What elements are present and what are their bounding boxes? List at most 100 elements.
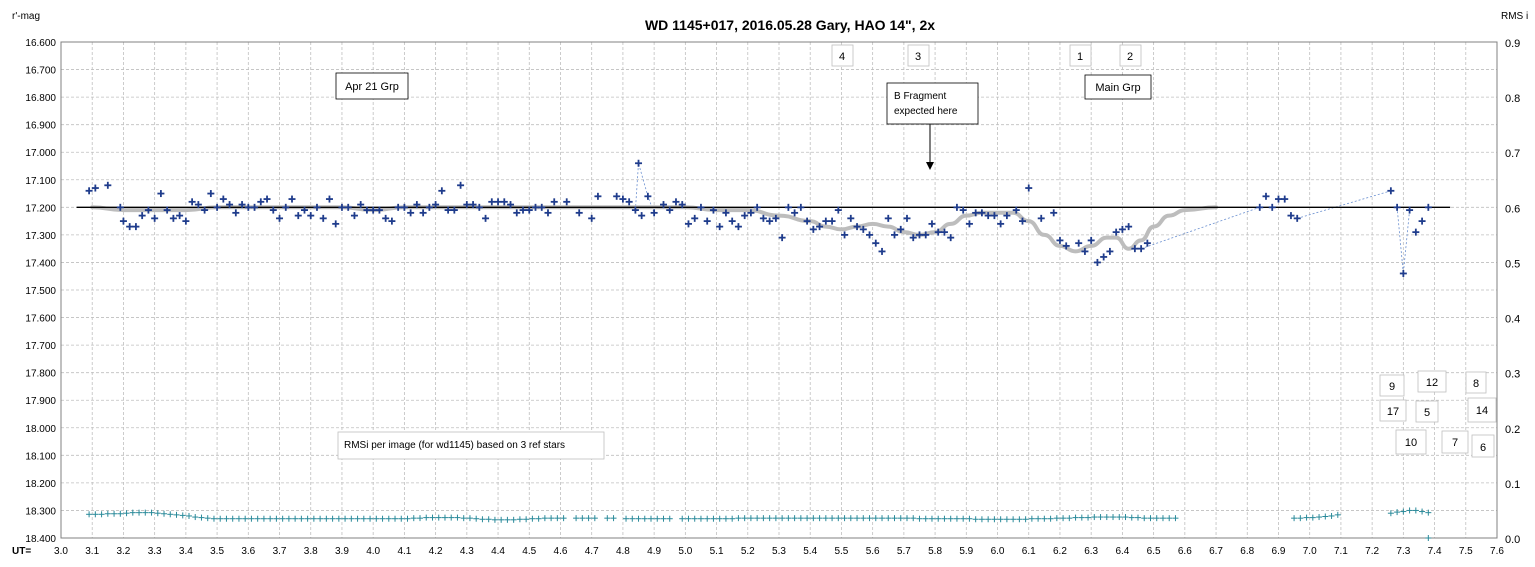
rms-point — [342, 515, 349, 522]
fragment-label-17: 17 — [1379, 399, 1407, 422]
rms-point — [479, 516, 486, 523]
y-left-tick-label: 16.900 — [25, 121, 56, 132]
rms-point — [292, 515, 299, 522]
magnitude-point — [984, 212, 992, 220]
rms-point — [198, 514, 205, 521]
dashed-connectors — [635, 163, 1410, 274]
svg-text:4: 4 — [839, 51, 845, 63]
y-right-tick-label: 0.1 — [1505, 479, 1520, 491]
rms-point — [685, 515, 692, 522]
rms-point — [1406, 507, 1413, 514]
magnitude-point — [1268, 203, 1276, 211]
rms-point — [523, 516, 530, 523]
rms-point — [666, 515, 673, 522]
rms-point — [504, 516, 511, 523]
magnitude-point — [357, 201, 365, 209]
x-tick-label: 5.2 — [741, 546, 755, 557]
magnitude-point — [635, 159, 643, 167]
magnitude-point — [188, 198, 196, 206]
fragment-label-14: 14 — [1467, 397, 1497, 423]
y-right-tick-label: 0.4 — [1505, 314, 1520, 326]
magnitude-point — [834, 206, 842, 214]
svg-text:12: 12 — [1426, 377, 1438, 389]
y-left-tick-label: 17.200 — [25, 203, 56, 214]
annotation-rmsi-text: RMSi per image (for wd1145) based on 3 r… — [344, 440, 565, 451]
rms-point — [985, 516, 992, 523]
magnitude-point — [797, 203, 805, 211]
magnitude-point — [1075, 239, 1083, 247]
magnitude-point — [219, 195, 227, 203]
fragment-label-2: 2 — [1119, 44, 1142, 67]
magnitude-point — [791, 209, 799, 217]
rms-point — [441, 514, 448, 521]
x-tick-label: 6.3 — [1084, 546, 1098, 557]
magnitude-point — [85, 187, 93, 195]
magnitude-point — [332, 220, 340, 228]
rms-point — [398, 515, 405, 522]
y-right-tick-label: 0.0 — [1505, 534, 1520, 546]
magnitude-point — [394, 203, 402, 211]
rms-point — [541, 515, 548, 522]
magnitude-point — [766, 217, 774, 225]
rms-point — [210, 515, 217, 522]
y-left-axis-label: r'-mag — [12, 11, 40, 22]
rms-point — [136, 509, 143, 516]
rms-point — [217, 515, 224, 522]
magnitude-point — [1081, 247, 1089, 255]
magnitude-point — [822, 217, 830, 225]
rms-point — [1147, 515, 1154, 522]
rms-point — [860, 515, 867, 522]
x-tick-label: 3.4 — [179, 546, 193, 557]
y-left-tick-label: 18.400 — [25, 534, 56, 545]
rms-point — [922, 515, 929, 522]
rms-point — [691, 515, 698, 522]
magnitude-point — [176, 212, 184, 220]
magnitude-point — [407, 209, 415, 217]
svg-text:3: 3 — [915, 51, 921, 63]
rms-point — [1122, 514, 1129, 521]
magnitude-point — [1256, 203, 1264, 211]
rms-point — [267, 515, 274, 522]
rms-point — [129, 509, 136, 516]
magnitude-point — [644, 192, 652, 200]
rms-point — [373, 515, 380, 522]
fragment-label-5: 5 — [1415, 400, 1439, 423]
rms-point — [498, 516, 505, 523]
magnitude-point — [978, 209, 986, 217]
rms-point — [885, 515, 892, 522]
rms-point — [585, 515, 592, 522]
rms-point — [86, 511, 93, 518]
magnitude-point — [650, 209, 658, 217]
magnitude-point — [288, 195, 296, 203]
magnitude-point — [500, 198, 508, 206]
rms-series — [86, 507, 1432, 541]
rms-point — [1334, 511, 1341, 518]
y-left-tick-label: 18.200 — [25, 479, 56, 490]
rms-point — [1303, 514, 1310, 521]
magnitude-point — [91, 184, 99, 192]
rms-point — [710, 515, 717, 522]
rms-point — [735, 515, 742, 522]
rms-point — [1066, 515, 1073, 522]
rms-point — [485, 516, 492, 523]
annotation-rmsi-note: RMSi per image (for wd1145) based on 3 r… — [337, 431, 605, 460]
magnitude-point — [119, 217, 127, 225]
magnitude-point — [194, 201, 202, 209]
rms-point — [791, 515, 798, 522]
rms-point — [1028, 515, 1035, 522]
magnitude-point — [625, 198, 633, 206]
rms-point — [1394, 509, 1401, 516]
rms-point — [741, 515, 748, 522]
magnitude-point — [915, 231, 923, 239]
magnitude-point — [741, 212, 749, 220]
magnitude-point — [419, 209, 427, 217]
magnitude-point — [144, 206, 152, 214]
magnitude-point — [872, 239, 880, 247]
rms-point — [204, 515, 211, 522]
rms-point — [167, 511, 174, 518]
rms-point — [1110, 514, 1117, 521]
magnitude-point — [772, 214, 780, 222]
magnitude-point — [631, 206, 639, 214]
